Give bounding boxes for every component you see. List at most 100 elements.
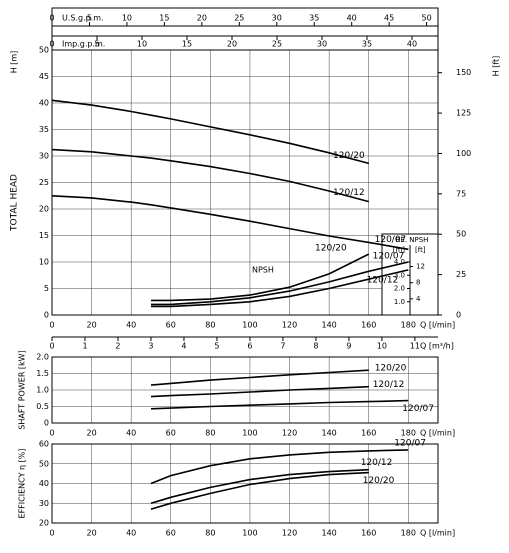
series-label: 120/07 [373,252,405,262]
series-label: 120/12 [367,275,399,285]
y-tick-label: 35 [39,125,49,134]
scale-tick-label: 5 [94,40,99,49]
y2-tick-label: 150 [456,68,471,77]
series-label: 120/12 [361,458,393,468]
x-tick-label: 100 [242,529,257,538]
scale-tick-label: 20 [227,40,237,49]
scale-tick-label: 30 [317,40,327,49]
x-tick-label: 180 [401,321,416,330]
scale-tick-label: 15 [159,14,169,23]
scale-label: Q [m³/h] [420,342,454,351]
x-axis-label: Q [l/min] [420,429,455,438]
y-axis-label: EFFICIENCY η [%] [18,449,27,519]
x-tick-label: 80 [205,321,215,330]
plot-frame [51,443,439,524]
y-tick-label: 5 [44,284,49,293]
y-tick-label: 10 [39,258,49,267]
scale-tick-label: 7 [280,342,285,351]
x-axis-label: Q [l/min] [420,321,455,330]
top-scale-frame [51,7,439,51]
scale-tick-label: 45 [384,14,394,23]
scale-label: Imp.g.p.m. [62,40,105,49]
x-tick-label: 140 [321,321,336,330]
series-label: 120/07 [375,235,407,245]
series-label: 120/20 [333,151,365,161]
y2-tick-label: 75 [456,189,466,198]
curve [51,195,409,251]
curve [150,468,369,505]
x-tick-label: 40 [126,529,136,538]
scale-tick-label: 0 [49,342,54,351]
y-tick-label: 50 [39,46,49,55]
scale-tick-label: 50 [422,14,432,23]
curve [151,253,370,302]
curve [150,369,369,386]
x-tick-label: 120 [282,321,297,330]
curve [151,269,409,308]
x-tick-label: 160 [361,321,376,330]
y-tick-label: 30 [39,152,49,161]
y2-tick-label: 0 [456,311,461,320]
scale-tick-label: 8 [313,342,318,351]
y-tick-label: 50 [39,459,49,468]
x-axis-label: Q [l/min] [420,529,455,538]
npsh-ft-tick-label: 8 [416,279,420,287]
scale-tick-label: 20 [197,14,207,23]
y2-tick-label: 125 [456,109,471,118]
y-tick-label: 20 [39,519,49,528]
x-tick-label: 20 [86,529,96,538]
x-tick-label: 120 [282,529,297,538]
scale-tick-label: 5 [87,14,92,23]
y-tick-label: 0 [44,311,49,320]
y-tick-label: 2.0 [36,353,49,362]
scale-tick-label: 15 [182,40,192,49]
annotation: NPSH [252,266,274,275]
series-label: 120/20 [315,244,347,254]
x-tick-label: 0 [49,529,54,538]
scale-tick-label: 40 [407,40,417,49]
x-tick-label: 100 [242,321,257,330]
y-tick-label: 40 [39,99,49,108]
x-tick-label: 20 [86,429,96,438]
x-tick-label: 80 [205,529,215,538]
y2-axis-label: H [ft] [492,56,501,77]
plot-frame [51,356,439,424]
scale-tick-label: 5 [214,342,219,351]
x-tick-label: 140 [321,429,336,438]
scale-tick-label: 2 [115,342,120,351]
x-tick-label: 60 [166,429,176,438]
x-tick-label: 180 [401,429,416,438]
scale-tick-label: 10 [377,342,387,351]
y-tick-label: 45 [39,72,49,81]
curve [151,261,409,306]
curve [150,385,369,398]
scale-tick-label: 30 [272,14,282,23]
y-tick-label: 0 [44,419,49,428]
y-tick-label: 0.5 [36,402,49,411]
y2-tick-label: 25 [456,270,466,279]
series-label: 120/12 [373,380,405,390]
npsh-unit2: [ft] [415,246,426,254]
curve [51,99,369,165]
scale-tick-label: 3 [148,342,153,351]
npsh-tick-label: 2.0 [394,285,405,293]
scale-tick-label: 40 [347,14,357,23]
x-tick-label: 60 [166,529,176,538]
x-tick-label: 60 [166,321,176,330]
scale-tick-label: 4 [181,342,186,351]
npsh-unit: [m] [393,246,406,254]
x-tick-label: 80 [205,429,215,438]
y2-tick-label: 100 [456,149,471,158]
x-tick-label: 120 [282,429,297,438]
npsh-axis-title: RE. NPSH [396,236,429,244]
x-tick-label: 180 [401,529,416,538]
y-tick-label: 1.5 [36,369,49,378]
x-tick-label: 0 [49,429,54,438]
y-tick-label: 1.0 [36,386,49,395]
scale-tick-label: 0 [49,14,54,23]
scale-tick-label: 25 [272,40,282,49]
x-tick-label: 140 [321,529,336,538]
curve [150,399,409,410]
npsh-ft-tick-label: 4 [416,295,421,303]
y-tick-label: 40 [39,479,49,488]
